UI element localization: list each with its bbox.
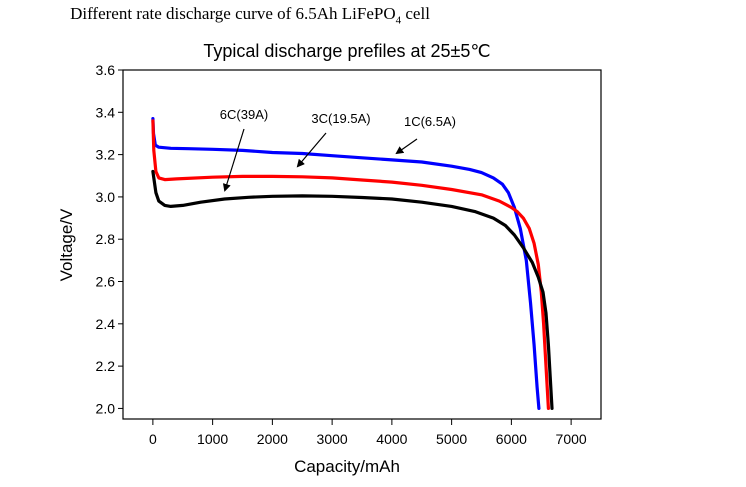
x-axis: 0 1000 2000 3000 4000 5000 6000 7000 xyxy=(149,419,587,447)
y-tick-label: 3.6 xyxy=(96,62,116,78)
plot-frame xyxy=(122,69,602,420)
annotation-arrow xyxy=(222,128,245,192)
chart-title: Typical discharge prefiles at 25±5℃ xyxy=(203,41,490,61)
figure-caption: Different rate discharge curve of 6.5Ah … xyxy=(0,4,500,26)
y-tick-label: 3.0 xyxy=(96,189,116,205)
series-annotation-label: 6C(39A) xyxy=(220,107,268,122)
series-line xyxy=(151,119,550,410)
x-tick-label: 7000 xyxy=(556,431,587,447)
y-tick-label: 2.8 xyxy=(96,231,116,247)
annotation-arrow xyxy=(395,138,418,155)
y-tick-label: 3.2 xyxy=(96,147,116,163)
x-tick-label: 3000 xyxy=(317,431,348,447)
annotation-layer: 6C(39A) 3C(19.5A) 1C(6.5A) xyxy=(220,107,456,192)
caption-suffix: cell xyxy=(401,4,430,23)
x-tick-label: 2000 xyxy=(257,431,288,447)
caption-subscript: 4 xyxy=(395,14,402,27)
y-axis: 2.0 2.2 2.4 2.6 2.8 3.0 3.2 3.4 3.6 xyxy=(96,62,123,416)
series-annotation-label: 3C(19.5A) xyxy=(311,111,370,126)
y-tick-label: 2.6 xyxy=(96,274,116,290)
y-axis-title: Voltage/V xyxy=(57,208,76,281)
x-tick-label: 4000 xyxy=(376,431,407,447)
y-tick-label: 2.0 xyxy=(96,400,116,416)
x-tick-label: 0 xyxy=(149,431,157,447)
y-tick-label: 2.4 xyxy=(96,316,116,332)
y-tick-label: 3.4 xyxy=(96,104,116,120)
y-tick-label: 2.2 xyxy=(96,358,116,374)
x-tick-label: 1000 xyxy=(197,431,228,447)
x-tick-label: 5000 xyxy=(436,431,467,447)
x-tick-label: 6000 xyxy=(496,431,527,447)
series-annotation-label: 1C(6.5A) xyxy=(404,114,456,129)
series-line xyxy=(151,117,541,410)
x-axis-title: Capacity/mAh xyxy=(294,457,400,476)
caption-text: Different rate discharge curve of 6.5Ah … xyxy=(70,4,396,23)
annotation-arrow xyxy=(296,132,327,168)
series-line xyxy=(151,169,554,410)
series-layer xyxy=(151,117,554,410)
